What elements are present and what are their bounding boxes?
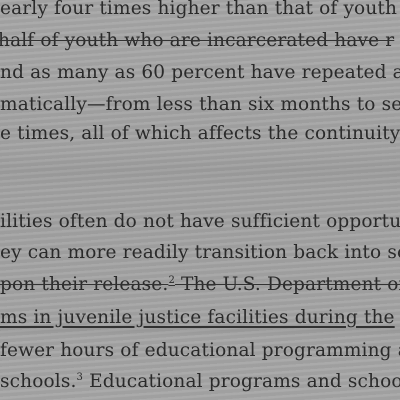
text-fragment: pon their release. bbox=[0, 274, 169, 295]
text-line: pon their release.2 The U.S. Department … bbox=[0, 273, 400, 297]
text-line: ey can more readily transition back into… bbox=[0, 242, 400, 263]
text-line: fewer hours of educational programming a bbox=[0, 340, 400, 361]
text-fragment: The U.S. Department of bbox=[174, 274, 400, 295]
text-line: ilities often do not have sufficient opp… bbox=[0, 211, 400, 232]
paper-shading bbox=[0, 150, 400, 190]
text-line: matically—from less than six months to s… bbox=[0, 94, 400, 115]
text-line: early four times higher than that of you… bbox=[0, 0, 398, 19]
text-fragment: schools. bbox=[0, 371, 77, 392]
text-fragment: Educational programs and school bbox=[83, 371, 400, 392]
footnote-marker: 3 bbox=[76, 371, 84, 383]
text-line: e times, all of which affects the contin… bbox=[0, 123, 400, 144]
text-line: nd as many as 60 percent have repeated a bbox=[0, 62, 400, 83]
footnote-marker: 2 bbox=[168, 274, 175, 286]
text-line: half of youth who are incarcerated have … bbox=[0, 30, 395, 51]
text-line: ms in juvenile justice facilities during… bbox=[0, 307, 395, 328]
text-line: schools.3 Educational programs and schoo… bbox=[0, 370, 400, 394]
